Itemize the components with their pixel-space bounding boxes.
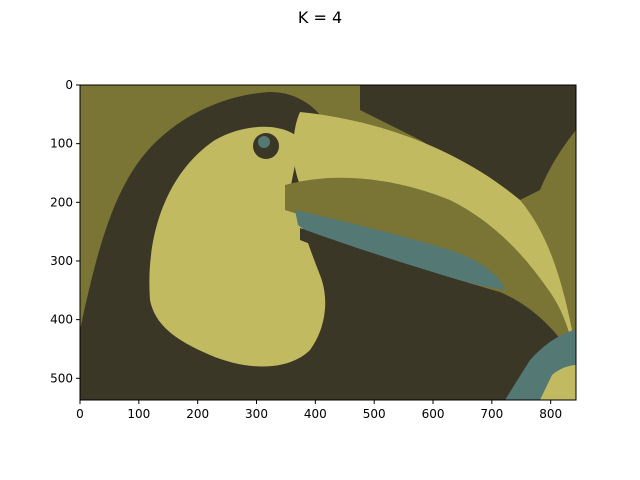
figure-title: K = 4 — [297, 8, 343, 27]
y-tick-label: 200 — [50, 195, 73, 209]
x-tick-label: 0 — [76, 407, 84, 421]
x-tick-label: 600 — [422, 407, 445, 421]
y-tick-label: 300 — [50, 254, 73, 268]
y-tick-label: 400 — [50, 313, 73, 327]
x-axis: 0 100 200 300 400 500 600 700 800 — [76, 400, 562, 421]
x-tick-label: 300 — [245, 407, 268, 421]
y-tick-label: 0 — [65, 78, 73, 92]
axes-frame — [79, 84, 577, 401]
x-tick-label: 500 — [363, 407, 386, 421]
x-tick-label: 400 — [304, 407, 327, 421]
x-tick-label: 800 — [539, 407, 562, 421]
y-tick-label: 100 — [50, 137, 73, 151]
x-tick-label: 700 — [480, 407, 503, 421]
y-tick-label: 500 — [50, 371, 73, 385]
y-axis: 0 100 200 300 400 500 — [50, 78, 80, 385]
x-tick-label: 200 — [186, 407, 209, 421]
x-tick-label: 100 — [127, 407, 150, 421]
quantized-toucan-image — [80, 85, 576, 400]
